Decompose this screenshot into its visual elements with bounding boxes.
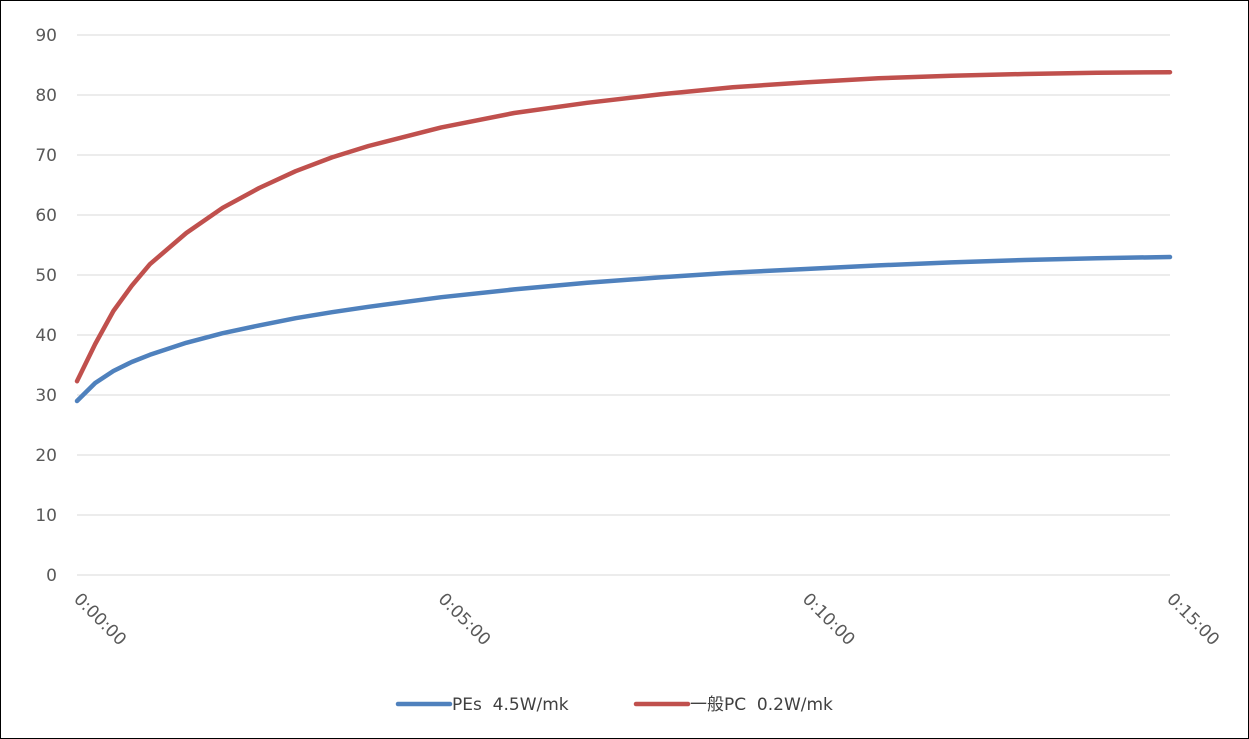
legend: PEs 4.5W/mk 一般PC 0.2W/mk	[395, 695, 833, 715]
y-tick-label: 90	[35, 26, 57, 46]
y-tick-label: 60	[35, 206, 57, 226]
legend-label-0: PEs 4.5W/mk	[452, 695, 569, 715]
y-tick-label: 80	[35, 86, 57, 106]
y-tick-label: 50	[35, 266, 57, 286]
series-line-1	[74, 69, 1173, 384]
gridlines	[77, 34, 1170, 576]
y-tick-label: 70	[35, 146, 57, 166]
x-tick-label: 0:05:00	[434, 589, 494, 649]
y-tick-label: 40	[35, 326, 57, 346]
y-tick-label: 0	[46, 566, 57, 586]
y-tick-label: 10	[35, 506, 57, 526]
y-tick-label: 30	[35, 386, 57, 406]
y-tick-label: 20	[35, 446, 57, 466]
x-axis-tick-labels: 0:00:00 0:05:00 0:10:00 0:15:00	[69, 589, 1222, 649]
legend-label-1: 一般PC 0.2W/mk	[690, 695, 833, 715]
x-tick-label: 0:10:00	[798, 589, 858, 649]
series-lines	[74, 69, 1173, 404]
x-tick-label: 0:15:00	[1162, 589, 1222, 649]
series-line-0	[74, 254, 1173, 404]
y-axis-tick-labels: 0 10 20 30 40 50 60 70 80 90	[35, 26, 57, 586]
x-tick-label: 0:00:00	[69, 589, 129, 649]
